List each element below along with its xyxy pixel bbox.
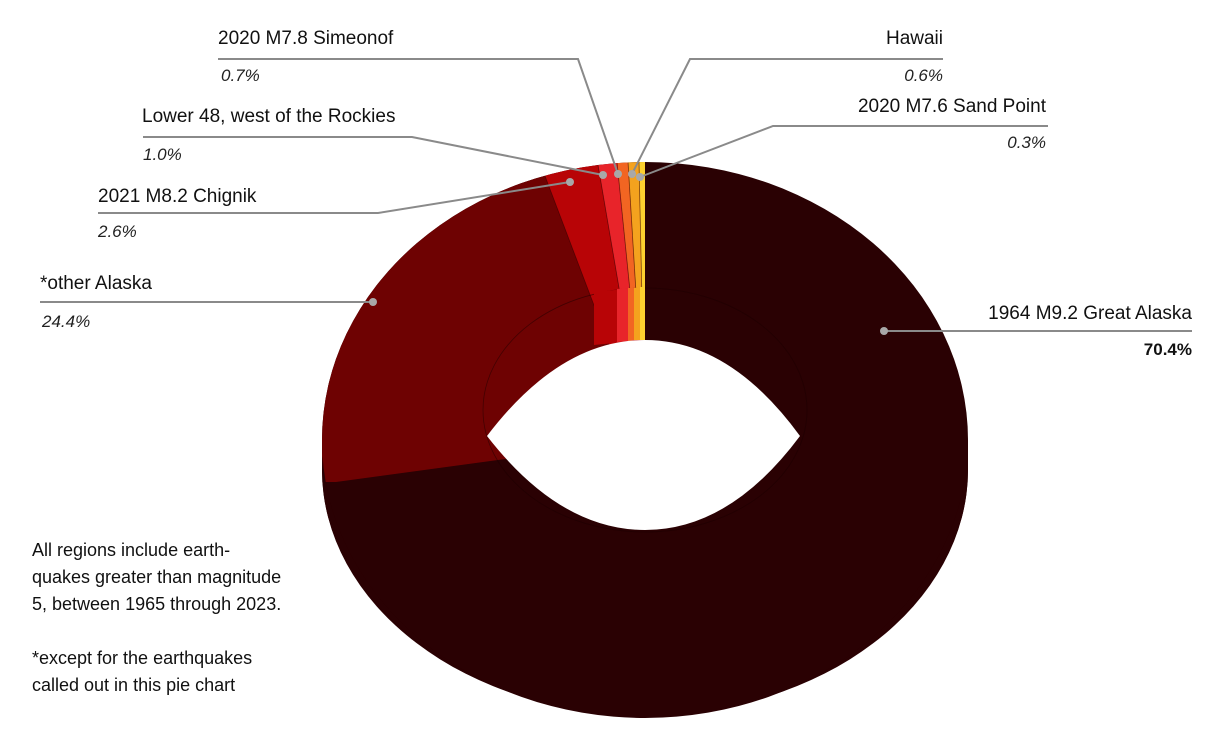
label-lower48: Lower 48, west of the Rockies (142, 106, 396, 127)
pct-simeonof: 0.7% (221, 66, 260, 85)
label-simeonof: 2020 M7.8 Simeonof (218, 28, 394, 49)
leader-lines (40, 58, 1192, 332)
label-other-alaska: *other Alaska (40, 273, 152, 294)
note-line: quakes greater than magnitude (32, 567, 282, 587)
donut-inner-wall (482, 287, 808, 533)
note-line: called out in this pie chart (32, 675, 236, 695)
note-line: *except for the earthquakes (32, 648, 253, 668)
label-sand-point: 2020 M7.6 Sand Point (857, 96, 1046, 117)
note-line: 5, between 1965 through 2023. (32, 594, 282, 614)
pct-sand-point: 0.3% (1007, 133, 1046, 152)
label-great-alaska: 1964 M9.2 Great Alaska (988, 303, 1192, 324)
label-chignik: 2021 M8.2 Chignik (98, 186, 257, 207)
leader-dots (369, 170, 888, 335)
pct-chignik: 2.6% (98, 222, 137, 241)
pct-other-alaska: 24.4% (42, 312, 91, 331)
donut-hole (487, 340, 800, 530)
pct-lower48: 1.0% (143, 145, 182, 164)
label-hawaii: Hawaii (885, 28, 943, 49)
pct-great-alaska: 70.4% (1143, 340, 1192, 359)
note-line: All regions include earth- (32, 540, 231, 560)
pct-hawaii: 0.6% (904, 66, 943, 85)
methodology-note: All regions include earth- quakes greate… (32, 537, 332, 699)
